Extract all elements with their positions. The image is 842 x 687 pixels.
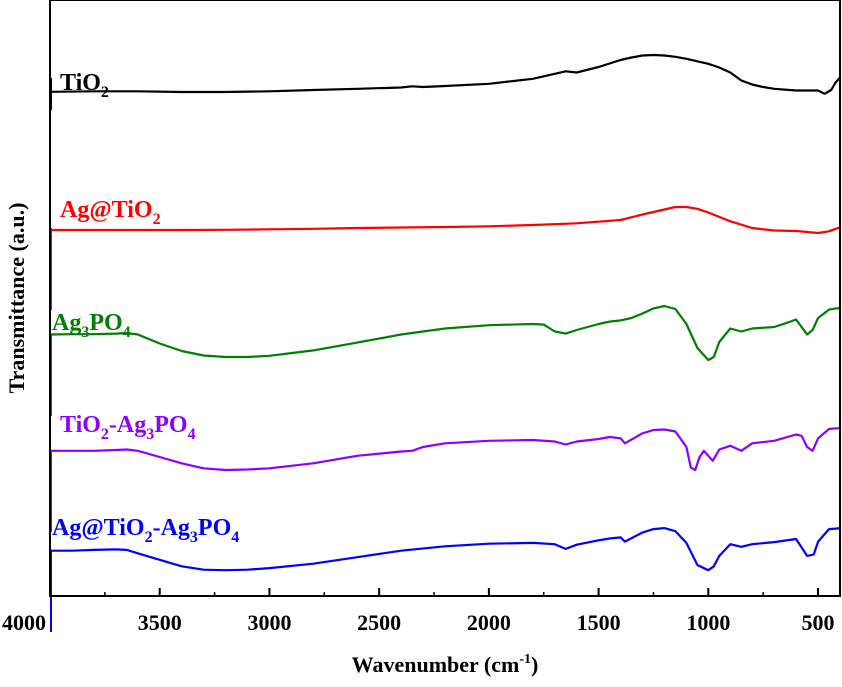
x-tick-label: 3500	[138, 610, 182, 635]
series-label: Ag3PO4	[52, 310, 131, 341]
series-label: Ag@TiO2-Ag3PO4	[52, 515, 239, 546]
series-line	[49, 53, 841, 95]
y-axis-label: Transmittance (a.u.)	[4, 203, 29, 394]
series-line	[49, 304, 840, 362]
x-tick-label: 500	[802, 610, 835, 635]
series-label: TiO2-Ag3PO4	[60, 412, 196, 443]
x-tick-label: 4000	[2, 610, 46, 635]
series-label: Ag@TiO2	[60, 197, 161, 228]
series-label: TiO2	[60, 70, 109, 101]
x-axis-ticks: 4000 3500 3000 2500 2000 1500 1000 500	[2, 588, 835, 635]
x-tick-label: 1500	[577, 610, 621, 635]
series-line	[50, 527, 841, 572]
plot-frame	[49, 0, 841, 597]
series-layer	[49, 53, 841, 632]
x-tick-label: 1000	[686, 610, 730, 635]
x-tick-label: 2500	[357, 610, 401, 635]
x-axis-label: Wavenumber (cm-1)	[352, 652, 539, 677]
series-labels-layer: TiO2 Ag@TiO2 Ag3PO4 TiO2-Ag3PO4 Ag@TiO2-Ag3P…	[52, 70, 239, 546]
x-tick-label: 3000	[247, 610, 291, 635]
x-tick-label: 2000	[467, 610, 511, 635]
series-line	[50, 427, 840, 472]
series-line	[50, 205, 841, 235]
